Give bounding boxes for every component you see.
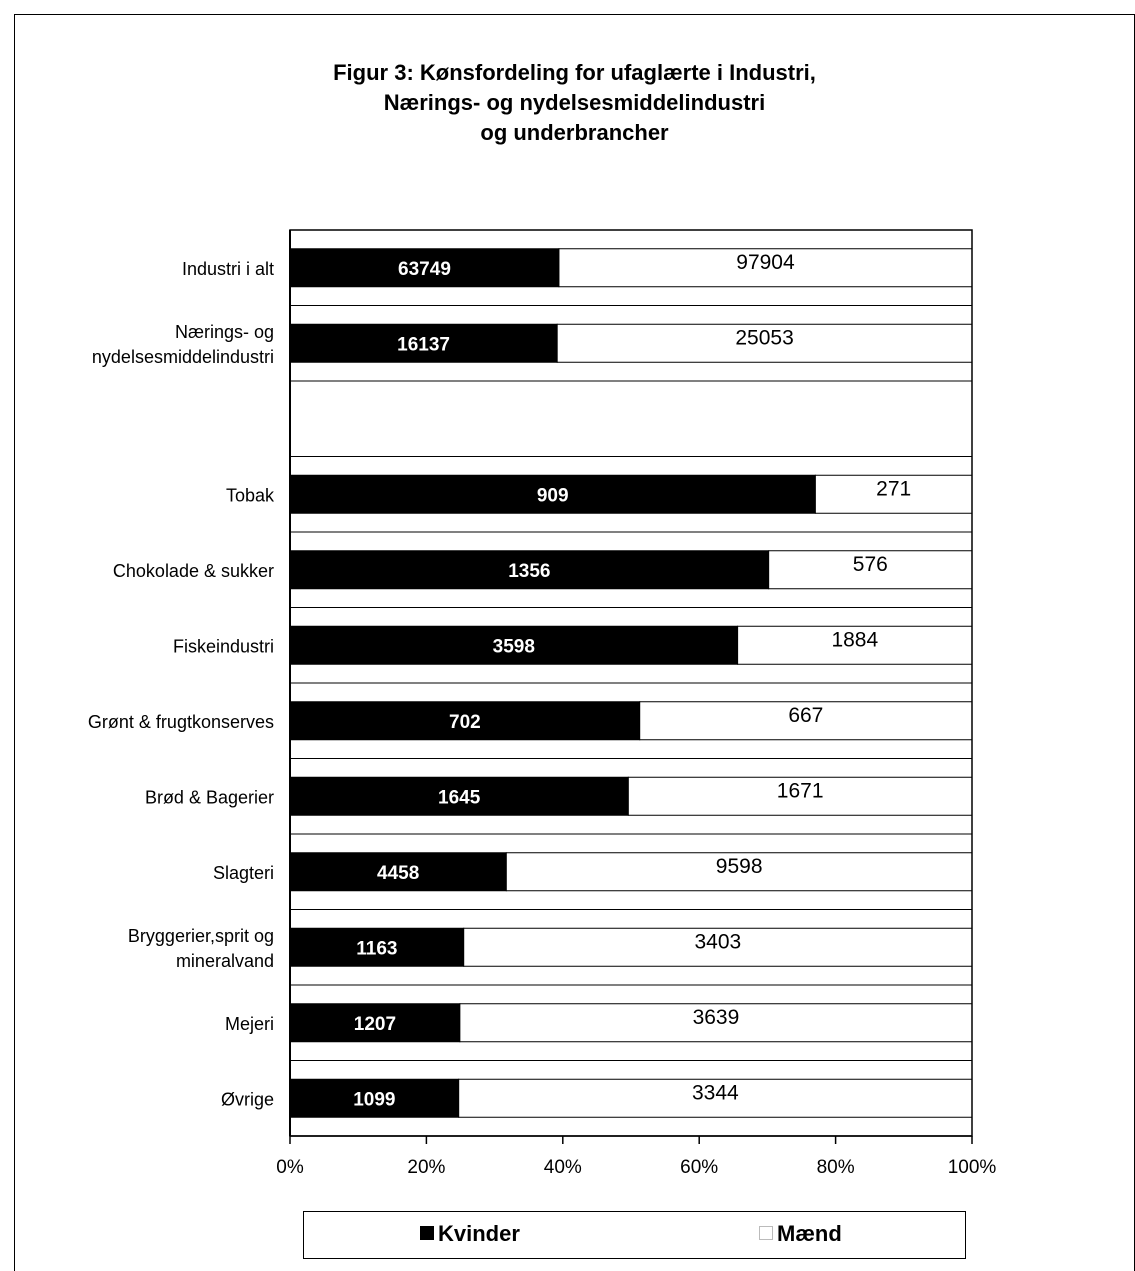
data-label-kvinder: 1099	[353, 1089, 395, 1110]
data-label-maend: 1884	[831, 628, 878, 651]
x-tick-label: 20%	[407, 1157, 445, 1178]
bar-maend	[505, 852, 973, 892]
x-tick-label: 80%	[817, 1157, 855, 1178]
category-label: Bryggerier,sprit og	[128, 926, 274, 946]
category-label: Industri i alt	[182, 259, 274, 279]
data-label-maend: 271	[876, 477, 911, 500]
legend-item-maend: Mænd	[759, 1221, 842, 1247]
chart-title-line-2: Nærings- og nydelsesmiddelindustri	[383, 90, 766, 115]
category-label: mineralvand	[176, 951, 274, 971]
chart-title-line-3: og underbrancher	[480, 120, 669, 145]
data-label-maend: 9598	[716, 855, 763, 878]
data-label-maend: 97904	[736, 251, 795, 274]
data-label-kvinder: 909	[537, 485, 569, 506]
legend-label-kvinder: Kvinder	[438, 1221, 520, 1246]
data-label-maend: 576	[853, 553, 888, 576]
bar-maend	[556, 323, 973, 363]
data-label-kvinder: 3598	[493, 636, 535, 657]
bar-maend	[459, 1003, 973, 1043]
data-label-maend: 3403	[694, 930, 741, 953]
category-label: nydelsesmiddelindustri	[92, 347, 274, 367]
data-label-kvinder: 1356	[508, 561, 550, 582]
category-label: Mejeri	[225, 1014, 274, 1034]
data-label-maend: 25053	[735, 326, 793, 349]
data-label-kvinder: 1163	[356, 938, 397, 959]
bar-kvinder	[289, 550, 770, 590]
x-tick-label: 40%	[544, 1157, 582, 1178]
data-label-kvinder: 1207	[354, 1014, 396, 1035]
bar-kvinder	[289, 776, 629, 816]
x-tick-label: 100%	[948, 1157, 997, 1178]
bar-maend	[639, 701, 973, 741]
bar-maend	[458, 1078, 973, 1118]
category-label: Tobak	[226, 485, 275, 505]
chart-legend: Kvinder Mænd	[303, 1211, 966, 1259]
data-label-kvinder: 16137	[397, 334, 450, 355]
data-label-kvinder: 4458	[377, 863, 419, 884]
bar-maend	[814, 474, 973, 514]
chart-title: Figur 3: Kønsfordeling for ufaglærte i I…	[14, 58, 1135, 148]
data-label-maend: 3639	[693, 1006, 740, 1029]
legend-label-maend: Mænd	[777, 1221, 842, 1246]
bar-maend	[768, 550, 973, 590]
bar-kvinder	[289, 852, 507, 892]
bar-kvinder	[289, 927, 465, 967]
category-label: Slagteri	[213, 863, 274, 883]
legend-swatch-maend	[759, 1226, 773, 1241]
bar-kvinder	[289, 1078, 460, 1118]
legend-swatch-kvinder	[420, 1226, 434, 1241]
category-label: Nærings- og	[175, 322, 274, 342]
bar-kvinder	[289, 625, 739, 665]
chart-title-line-1: Figur 3: Kønsfordeling for ufaglærte i I…	[333, 60, 816, 85]
bar-maend	[463, 927, 973, 967]
category-label: Brød & Bagerier	[145, 787, 274, 807]
bar-maend	[558, 248, 973, 288]
data-label-kvinder: 702	[449, 712, 481, 733]
bar-kvinder	[289, 701, 641, 741]
data-label-kvinder: 1645	[438, 787, 481, 808]
category-label: Fiskeindustri	[173, 636, 274, 656]
bar-kvinder	[289, 323, 558, 363]
x-tick-label: 60%	[680, 1157, 718, 1178]
bar-kvinder	[289, 248, 560, 288]
legend-item-kvinder: Kvinder	[420, 1221, 520, 1247]
data-label-maend: 667	[788, 704, 823, 727]
bar-maend	[737, 625, 973, 665]
data-label-kvinder: 63749	[398, 259, 451, 280]
data-label-maend: 1671	[777, 779, 824, 802]
bar-maend	[627, 776, 973, 816]
category-label: Øvrige	[221, 1089, 274, 1109]
bar-kvinder	[289, 1003, 461, 1043]
category-label: Chokolade & sukker	[113, 561, 274, 581]
category-label: Grønt & frugtkonserves	[88, 712, 274, 732]
x-tick-label: 0%	[276, 1157, 304, 1178]
data-label-maend: 3344	[692, 1081, 739, 1104]
